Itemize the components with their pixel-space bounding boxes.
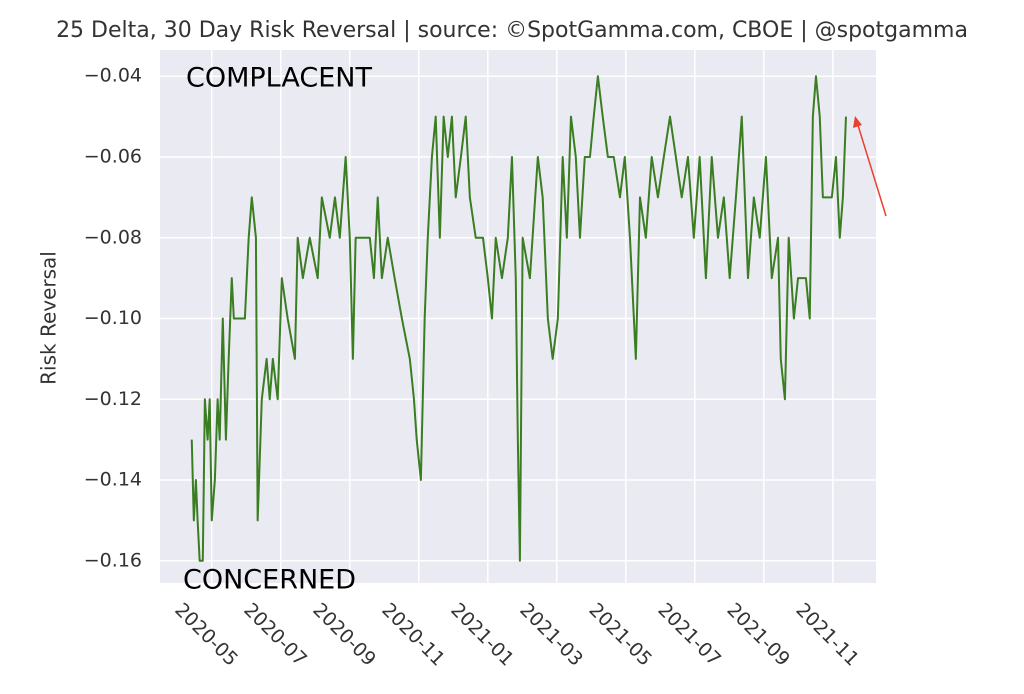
annotation: CONCERNED [183,565,356,596]
x-tick-label: 2020-05 [170,599,242,671]
x-tick-label: 2021-01 [446,599,518,671]
data-line [190,75,847,562]
annotation: COMPLACENT [186,63,372,94]
arrow [856,121,887,217]
y-tick-label: −0.12 [84,388,142,410]
x-tick-label: 2021-05 [584,599,656,671]
y-tick-label: −0.08 [84,226,142,248]
y-tick-label: −0.06 [84,146,142,168]
x-tick-label: 2021-07 [653,599,725,671]
x-tick-label: 2021-11 [791,599,863,671]
x-tick-label: 2020-07 [239,599,311,671]
y-tick-label: −0.10 [84,307,142,329]
arrow-head [853,116,862,128]
x-tick-label: 2020-09 [308,599,380,671]
y-tick-label: −0.16 [84,549,142,571]
y-axis-label: Risk Reversal [37,251,61,385]
x-tick-label: 2021-03 [515,599,587,671]
x-tick-label: 2020-11 [377,599,449,671]
y-tick-label: −0.04 [84,65,142,87]
x-tick-label: 2021-09 [722,599,794,671]
y-tick-label: −0.14 [84,469,142,491]
chart-title: 25 Delta, 30 Day Risk Reversal | source:… [56,18,968,43]
